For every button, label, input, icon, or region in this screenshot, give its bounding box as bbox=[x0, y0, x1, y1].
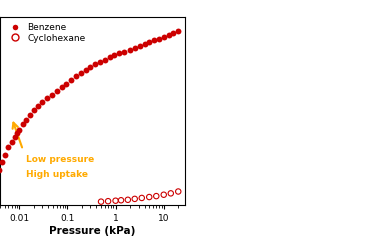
Point bbox=[107, 55, 113, 59]
Legend: Benzene, Cyclohexane: Benzene, Cyclohexane bbox=[5, 21, 87, 44]
Point bbox=[44, 97, 50, 100]
Point bbox=[175, 190, 181, 193]
Point bbox=[63, 82, 69, 86]
X-axis label: Pressure (kPa): Pressure (kPa) bbox=[50, 226, 136, 236]
Point bbox=[0, 169, 2, 172]
Point bbox=[161, 193, 167, 197]
Point bbox=[9, 140, 15, 144]
Point bbox=[132, 46, 138, 50]
Point bbox=[165, 33, 171, 37]
Point bbox=[6, 145, 12, 149]
Point bbox=[170, 31, 176, 35]
Point bbox=[2, 153, 8, 156]
Text: High uptake: High uptake bbox=[26, 170, 88, 179]
Point bbox=[112, 199, 118, 202]
Point bbox=[14, 132, 20, 135]
Point bbox=[73, 75, 79, 78]
Point bbox=[27, 113, 33, 117]
Point bbox=[54, 89, 60, 93]
Point bbox=[132, 197, 138, 201]
Point bbox=[137, 44, 143, 48]
Point bbox=[121, 50, 127, 53]
Point bbox=[175, 29, 181, 33]
Point bbox=[116, 51, 122, 55]
Point bbox=[141, 42, 147, 46]
Point bbox=[68, 78, 74, 82]
Text: Low pressure: Low pressure bbox=[26, 155, 94, 164]
Point bbox=[59, 85, 65, 89]
Point bbox=[92, 63, 98, 66]
Point bbox=[0, 160, 5, 164]
Point bbox=[168, 191, 174, 195]
Point bbox=[127, 48, 133, 51]
Point bbox=[111, 53, 117, 57]
Point bbox=[105, 199, 111, 203]
Point bbox=[125, 198, 131, 202]
Point bbox=[156, 37, 162, 41]
Point bbox=[161, 35, 167, 39]
Point bbox=[102, 58, 108, 62]
Point bbox=[146, 195, 152, 199]
Point bbox=[139, 196, 145, 200]
Point bbox=[83, 68, 89, 72]
Point bbox=[118, 198, 124, 202]
Point bbox=[87, 65, 93, 69]
Point bbox=[78, 71, 84, 75]
Point bbox=[23, 118, 29, 122]
Point bbox=[98, 200, 104, 203]
Point bbox=[146, 40, 152, 44]
Point bbox=[12, 135, 18, 139]
Point bbox=[49, 93, 55, 97]
Point bbox=[153, 194, 159, 198]
Point bbox=[20, 122, 26, 126]
Point bbox=[97, 60, 103, 63]
Point bbox=[31, 109, 37, 112]
Point bbox=[16, 128, 22, 132]
Point bbox=[35, 104, 41, 108]
Point bbox=[151, 38, 157, 42]
Point bbox=[39, 100, 45, 104]
